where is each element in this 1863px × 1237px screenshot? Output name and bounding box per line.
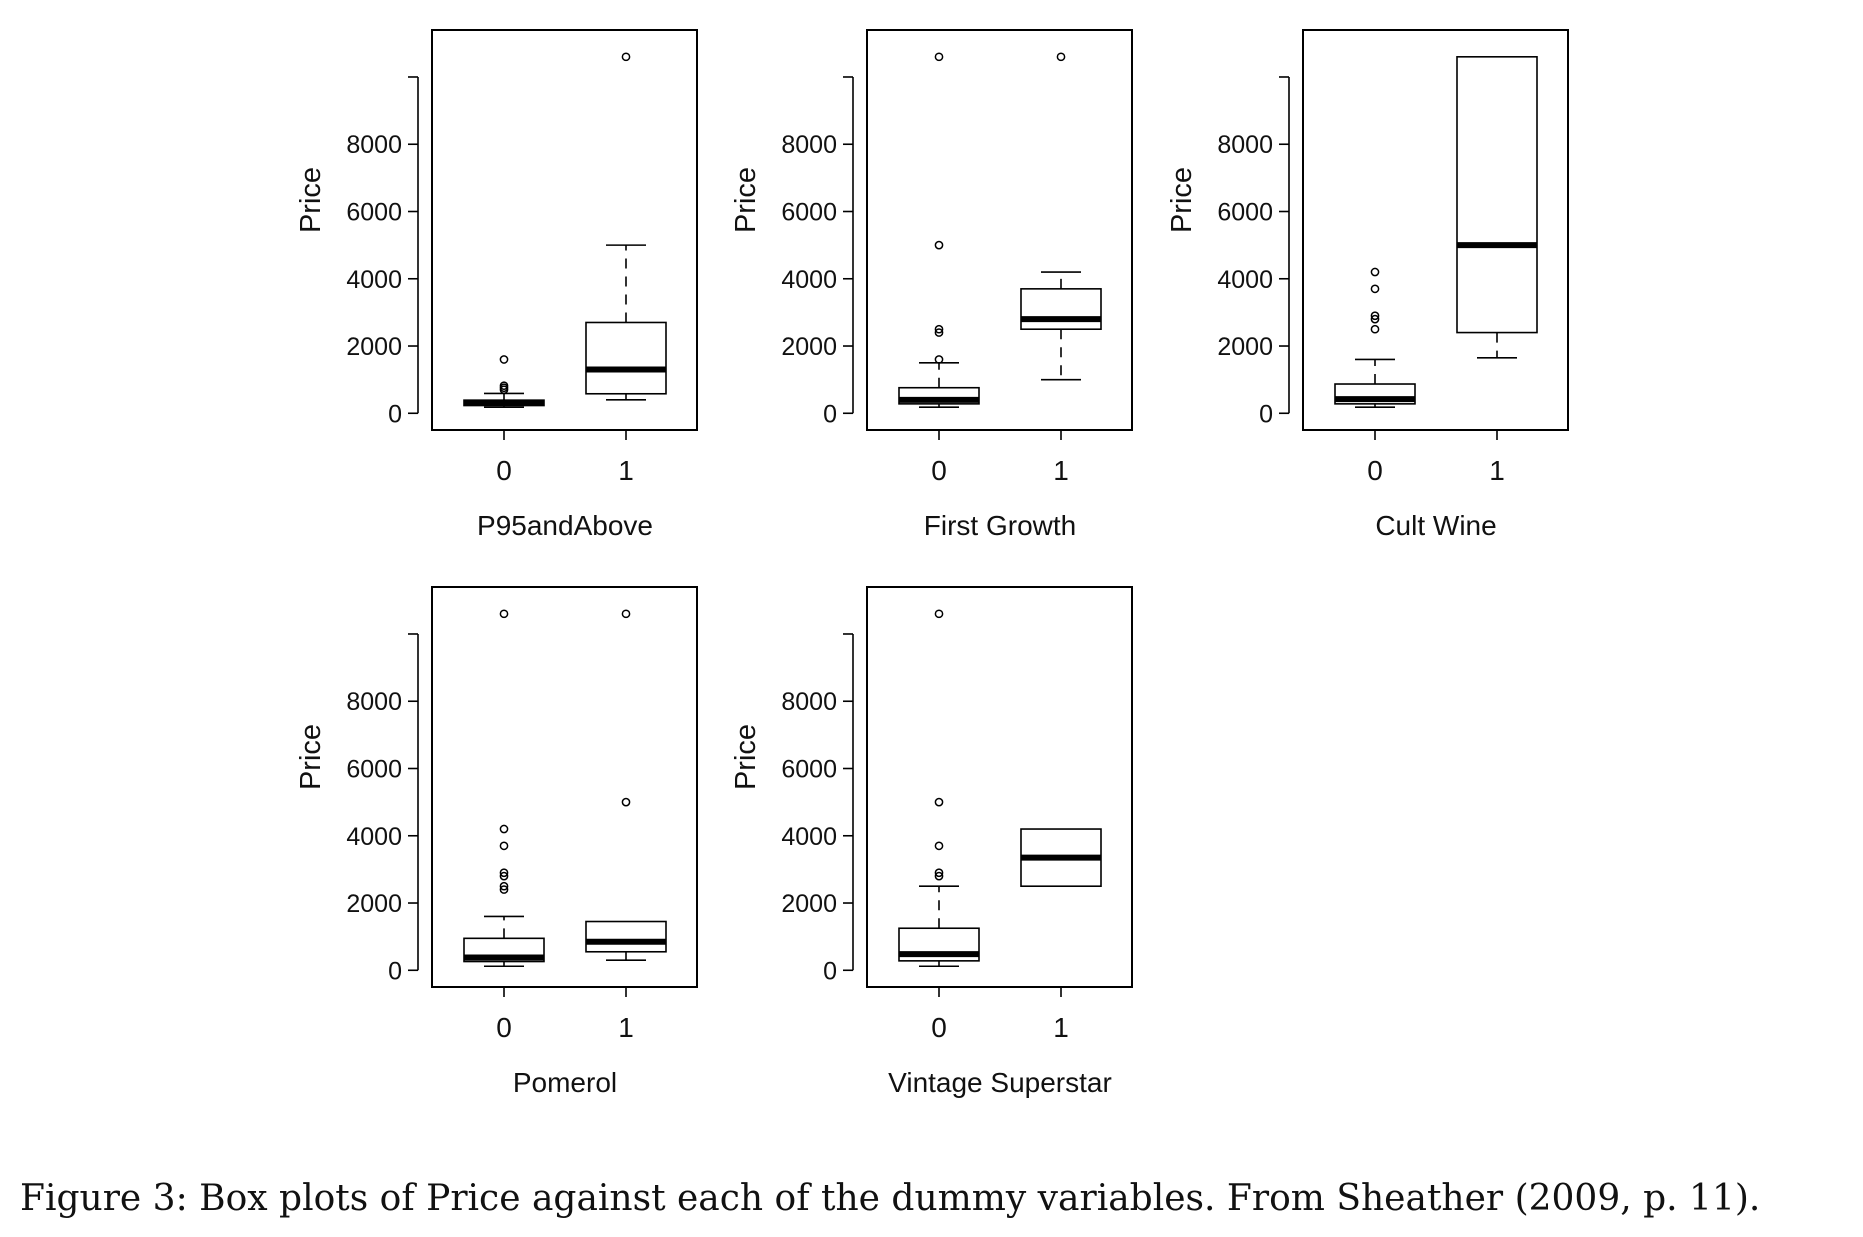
x-tick-label: 1 [618, 455, 634, 486]
y-tick-label: 4000 [781, 823, 837, 851]
box-iqr [1456, 56, 1538, 334]
outlier-point [934, 328, 944, 337]
y-axis-label: Price [295, 724, 327, 790]
y-tick-label: 0 [823, 957, 837, 985]
y-tick-label: 6000 [346, 199, 402, 227]
y-tick-label: 8000 [346, 688, 402, 716]
outlier-point [934, 609, 944, 619]
outlier-point [934, 240, 944, 250]
y-tick-label: 6000 [781, 756, 837, 784]
plot-frame [866, 29, 1133, 431]
box-plot-panel-3: 0 2000 4000 6000 8000 Price 0 1 Cult Wine [1166, 29, 1569, 541]
figure-caption: Figure 3: Box plots of Price against eac… [20, 1178, 1761, 1219]
y-tick-label: 8000 [1217, 131, 1273, 159]
plot-frame [866, 586, 1133, 988]
y-tick-label: 8000 [781, 131, 837, 159]
y-tick-label: 2000 [346, 333, 402, 361]
y-tick-label: 8000 [781, 688, 837, 716]
outlier-point [934, 871, 944, 881]
outlier-point [1370, 324, 1380, 334]
box-plot-panel-2: 0 2000 4000 6000 8000 Price 0 1 First Growth [730, 29, 1133, 541]
outlier-point [1370, 284, 1380, 294]
box-0 [1334, 267, 1416, 409]
outlier-point [499, 885, 509, 894]
box-plot-panel-1: 0 2000 4000 6000 8000 Price 0 1 P95andAbove [295, 29, 698, 541]
box-1 [1020, 828, 1102, 888]
x-tick-label: 1 [618, 1012, 634, 1043]
x-axis-label: Cult Wine [1375, 510, 1496, 541]
outlier-point [499, 381, 509, 391]
y-tick-label: 4000 [781, 266, 837, 294]
box-0 [898, 609, 980, 968]
outlier-point [499, 609, 509, 619]
y-tick-label: 0 [388, 400, 402, 428]
outlier-point [1370, 311, 1380, 321]
outlier-point [499, 871, 509, 881]
x-tick-label: 0 [496, 1012, 512, 1043]
outlier-point [621, 797, 631, 807]
outlier-point [934, 52, 944, 62]
y-tick-label: 4000 [346, 266, 402, 294]
box-0 [463, 609, 545, 968]
outlier-point [934, 324, 944, 334]
y-axis-label: Price [1166, 167, 1198, 233]
y-axis-label: Price [295, 167, 327, 233]
box-0 [463, 355, 545, 409]
box-iqr [585, 920, 667, 953]
x-tick-label: 0 [1367, 455, 1383, 486]
y-tick-label: 0 [1259, 400, 1273, 428]
outlier-point [621, 52, 631, 62]
x-axis-label: Vintage Superstar [888, 1067, 1112, 1098]
x-axis-label: First Growth [924, 510, 1076, 541]
x-axis-label: P95andAbove [477, 510, 653, 541]
outlier-point [499, 868, 509, 878]
y-tick-label: 0 [388, 957, 402, 985]
x-tick-label: 1 [1489, 455, 1505, 486]
plot-frame [431, 586, 698, 988]
box-iqr [585, 321, 667, 395]
y-tick-label: 8000 [346, 131, 402, 159]
outlier-point [499, 841, 509, 851]
y-tick-label: 6000 [1217, 199, 1273, 227]
box-0 [898, 52, 980, 409]
box-1 [1456, 56, 1538, 359]
outlier-point [934, 355, 944, 364]
outlier-point [499, 881, 509, 891]
y-tick-label: 6000 [781, 199, 837, 227]
outlier-point [1370, 267, 1380, 277]
x-tick-label: 1 [1053, 455, 1069, 486]
outlier-point [934, 841, 944, 851]
box-1 [1020, 52, 1102, 381]
outlier-point [1056, 52, 1066, 62]
box-iqr [1020, 288, 1102, 331]
box-plot-panel-5: 0 2000 4000 6000 8000 Price 0 1 Vintage Supersta… [730, 586, 1133, 1098]
x-axis-label: Pomerol [513, 1067, 617, 1098]
y-tick-label: 2000 [1217, 333, 1273, 361]
y-axis-label: Price [730, 724, 762, 790]
y-tick-label: 2000 [346, 890, 402, 918]
outlier-point [621, 609, 631, 619]
plot-frame [1302, 29, 1569, 431]
y-tick-label: 6000 [346, 756, 402, 784]
y-tick-label: 0 [823, 400, 837, 428]
outlier-point [499, 824, 509, 834]
y-tick-label: 4000 [346, 823, 402, 851]
x-tick-label: 0 [931, 1012, 947, 1043]
outlier-point [1370, 314, 1380, 324]
y-axis-label: Price [730, 167, 762, 233]
box-1 [585, 52, 667, 401]
outlier-point [934, 797, 944, 807]
y-tick-label: 2000 [781, 333, 837, 361]
y-tick-label: 2000 [781, 890, 837, 918]
outlier-point [499, 355, 509, 364]
x-tick-label: 0 [496, 455, 512, 486]
box-1 [585, 609, 667, 961]
x-tick-label: 1 [1053, 1012, 1069, 1043]
x-tick-label: 0 [931, 455, 947, 486]
outlier-point [934, 868, 944, 878]
y-tick-label: 4000 [1217, 266, 1273, 294]
plot-frame [431, 29, 698, 431]
